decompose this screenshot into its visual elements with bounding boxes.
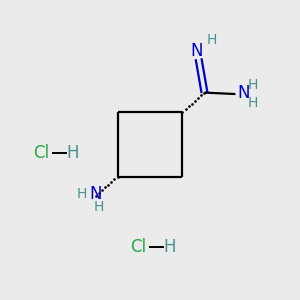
Text: N: N — [238, 84, 250, 102]
Text: H: H — [76, 187, 87, 201]
Text: H: H — [247, 78, 258, 92]
Text: H: H — [247, 97, 258, 110]
Text: H: H — [66, 144, 79, 162]
Text: N: N — [90, 185, 102, 203]
Text: H: H — [93, 200, 104, 214]
Text: H: H — [164, 238, 176, 256]
Text: Cl: Cl — [130, 238, 146, 256]
Text: N: N — [191, 42, 203, 60]
Text: Cl: Cl — [33, 144, 49, 162]
Text: H: H — [207, 33, 217, 46]
